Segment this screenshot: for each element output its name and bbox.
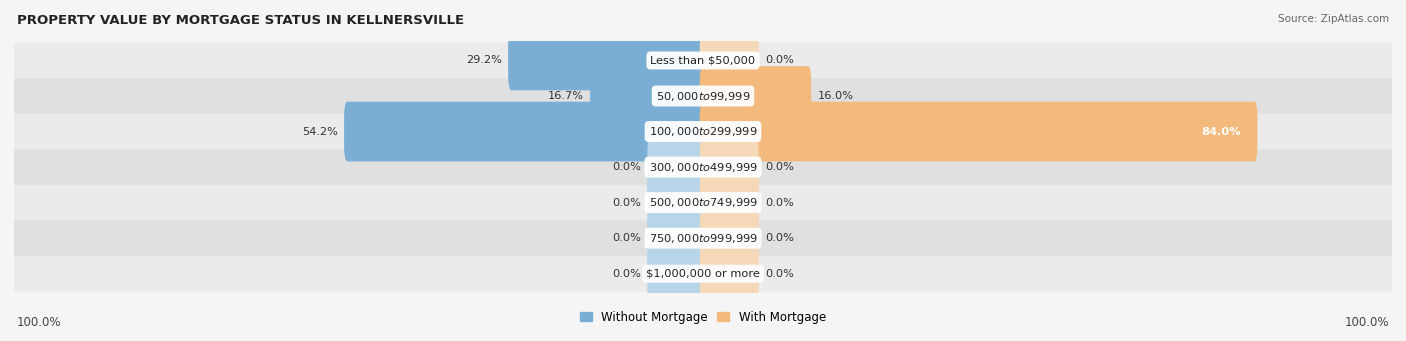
Text: 0.0%: 0.0% bbox=[765, 233, 794, 243]
Legend: Without Mortgage, With Mortgage: Without Mortgage, With Mortgage bbox=[575, 306, 831, 328]
FancyBboxPatch shape bbox=[700, 208, 759, 268]
FancyBboxPatch shape bbox=[700, 244, 759, 303]
Text: 84.0%: 84.0% bbox=[1201, 127, 1241, 136]
FancyBboxPatch shape bbox=[14, 114, 1392, 149]
FancyBboxPatch shape bbox=[14, 78, 1392, 114]
Text: 100.0%: 100.0% bbox=[1344, 316, 1389, 329]
Text: $50,000 to $99,999: $50,000 to $99,999 bbox=[655, 89, 751, 103]
FancyBboxPatch shape bbox=[508, 31, 706, 90]
Text: $1,000,000 or more: $1,000,000 or more bbox=[647, 269, 759, 279]
Text: 0.0%: 0.0% bbox=[765, 162, 794, 172]
Text: 0.0%: 0.0% bbox=[612, 269, 641, 279]
FancyBboxPatch shape bbox=[700, 137, 759, 197]
FancyBboxPatch shape bbox=[14, 149, 1392, 185]
Text: 100.0%: 100.0% bbox=[17, 316, 62, 329]
Text: 0.0%: 0.0% bbox=[612, 233, 641, 243]
Text: 0.0%: 0.0% bbox=[612, 162, 641, 172]
FancyBboxPatch shape bbox=[700, 66, 811, 126]
Text: 54.2%: 54.2% bbox=[302, 127, 337, 136]
Text: 0.0%: 0.0% bbox=[765, 56, 794, 65]
Text: PROPERTY VALUE BY MORTGAGE STATUS IN KELLNERSVILLE: PROPERTY VALUE BY MORTGAGE STATUS IN KEL… bbox=[17, 14, 464, 27]
Text: 16.7%: 16.7% bbox=[547, 91, 583, 101]
Text: Less than $50,000: Less than $50,000 bbox=[651, 56, 755, 65]
Text: $750,000 to $999,999: $750,000 to $999,999 bbox=[648, 232, 758, 245]
Text: $500,000 to $749,999: $500,000 to $749,999 bbox=[648, 196, 758, 209]
Text: 0.0%: 0.0% bbox=[765, 269, 794, 279]
FancyBboxPatch shape bbox=[591, 66, 706, 126]
FancyBboxPatch shape bbox=[647, 208, 706, 268]
FancyBboxPatch shape bbox=[647, 137, 706, 197]
Text: 29.2%: 29.2% bbox=[465, 56, 502, 65]
FancyBboxPatch shape bbox=[14, 43, 1392, 78]
Text: 16.0%: 16.0% bbox=[818, 91, 853, 101]
FancyBboxPatch shape bbox=[647, 173, 706, 233]
Text: 0.0%: 0.0% bbox=[612, 198, 641, 208]
FancyBboxPatch shape bbox=[14, 256, 1392, 292]
FancyBboxPatch shape bbox=[14, 185, 1392, 220]
FancyBboxPatch shape bbox=[344, 102, 706, 161]
FancyBboxPatch shape bbox=[700, 31, 759, 90]
FancyBboxPatch shape bbox=[647, 244, 706, 303]
FancyBboxPatch shape bbox=[700, 173, 759, 233]
FancyBboxPatch shape bbox=[700, 102, 1257, 161]
FancyBboxPatch shape bbox=[14, 220, 1392, 256]
Text: $100,000 to $299,999: $100,000 to $299,999 bbox=[648, 125, 758, 138]
Text: Source: ZipAtlas.com: Source: ZipAtlas.com bbox=[1278, 14, 1389, 24]
Text: $300,000 to $499,999: $300,000 to $499,999 bbox=[648, 161, 758, 174]
Text: 0.0%: 0.0% bbox=[765, 198, 794, 208]
